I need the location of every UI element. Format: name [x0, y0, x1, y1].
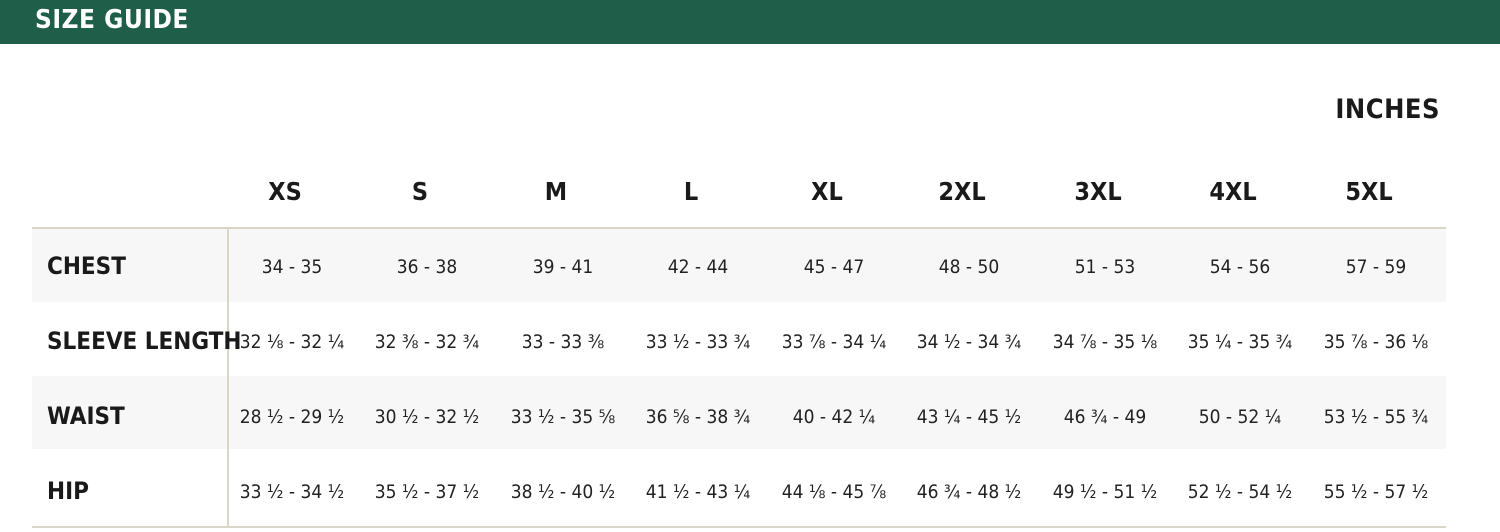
row-label-waist: WAIST	[47, 402, 125, 430]
row-label-sleeve-length: SLEEVE LENGTH	[47, 327, 242, 355]
table-cell: 35 ½ - 37 ½	[374, 481, 480, 503]
header-banner: SIZE GUIDE	[0, 0, 1500, 44]
size-header-xl: XL	[811, 177, 843, 206]
table-cell: 46 ¾ - 49	[1063, 406, 1147, 428]
table-cell: 34 ⅞ - 35 ⅛	[1052, 331, 1158, 353]
table-cell: 49 ½ - 51 ½	[1052, 481, 1158, 503]
table-cell: 53 ½ - 55 ¾	[1323, 406, 1429, 428]
table-cell: 46 ¾ - 48 ½	[916, 481, 1022, 503]
row-label-chest: CHEST	[47, 252, 126, 280]
table-cell: 55 ½ - 57 ½	[1323, 481, 1429, 503]
table-cell: 39 - 41	[532, 256, 594, 278]
size-header-4xl: 4XL	[1209, 177, 1257, 206]
table-cell: 32 ⅛ - 32 ¼	[239, 331, 345, 353]
row-band-chest	[32, 229, 1446, 302]
table-cell: 48 - 50	[938, 256, 1000, 278]
table-top-rule	[32, 227, 1446, 229]
page-title: SIZE GUIDE	[35, 5, 189, 35]
table-bottom-rule	[32, 526, 1446, 528]
table-cell: 42 - 44	[667, 256, 729, 278]
table-cell: 45 - 47	[803, 256, 865, 278]
size-header-l: L	[683, 177, 699, 206]
table-cell: 36 ⅝ - 38 ¾	[645, 406, 751, 428]
table-cell: 36 - 38	[396, 256, 458, 278]
table-cell: 33 ⅞ - 34 ¼	[781, 331, 887, 353]
table-cell: 33 - 33 ⅜	[521, 331, 605, 353]
size-header-2xl: 2XL	[938, 177, 986, 206]
table-cell: 50 - 52 ¼	[1198, 406, 1282, 428]
table-cell: 51 - 53	[1074, 256, 1136, 278]
table-cell: 35 ⅞ - 36 ⅛	[1323, 331, 1429, 353]
size-header-5xl: 5XL	[1345, 177, 1393, 206]
table-cell: 44 ⅛ - 45 ⅞	[781, 481, 887, 503]
table-cell: 32 ⅜ - 32 ¾	[374, 331, 480, 353]
row-band-waist	[32, 376, 1446, 449]
size-header-3xl: 3XL	[1074, 177, 1122, 206]
table-column-divider	[227, 227, 229, 528]
table-cell: 43 ¼ - 45 ½	[916, 406, 1022, 428]
table-cell: 33 ½ - 34 ½	[239, 481, 345, 503]
table-cell: 52 ½ - 54 ½	[1187, 481, 1293, 503]
size-header-s: S	[411, 177, 429, 206]
row-label-hip: HIP	[47, 477, 89, 505]
table-cell: 41 ½ - 43 ¼	[645, 481, 751, 503]
table-cell: 33 ½ - 33 ¾	[645, 331, 751, 353]
unit-label: INCHES	[1335, 94, 1440, 125]
table-cell: 38 ½ - 40 ½	[510, 481, 616, 503]
table-cell: 35 ¼ - 35 ¾	[1187, 331, 1293, 353]
size-header-xs: XS	[268, 177, 302, 206]
table-cell: 33 ½ - 35 ⅝	[510, 406, 616, 428]
size-header-m: M	[544, 177, 568, 206]
table-cell: 40 - 42 ¼	[792, 406, 876, 428]
table-cell: 34 ½ - 34 ¾	[916, 331, 1022, 353]
table-cell: 57 - 59	[1345, 256, 1407, 278]
table-cell: 54 - 56	[1209, 256, 1271, 278]
table-cell: 34 - 35	[261, 256, 323, 278]
table-cell: 28 ½ - 29 ½	[239, 406, 345, 428]
table-cell: 30 ½ - 32 ½	[374, 406, 480, 428]
